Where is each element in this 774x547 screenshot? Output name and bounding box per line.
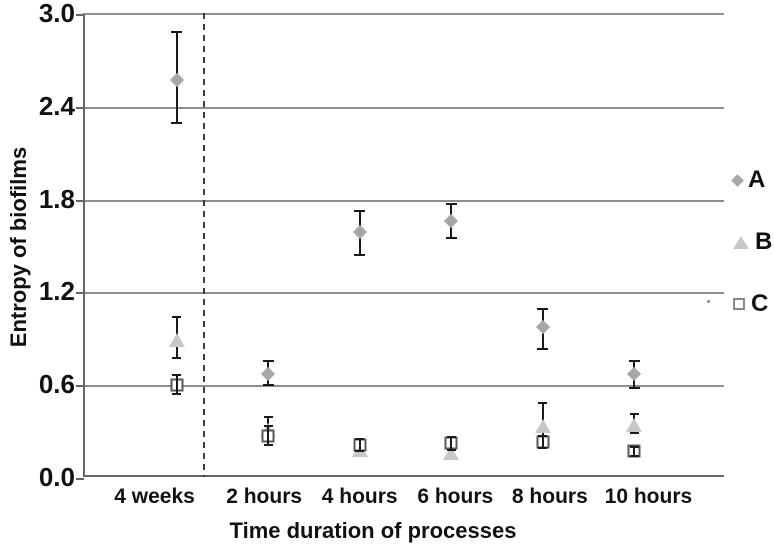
- triangle-marker: [168, 332, 185, 347]
- error-bar-cap: [538, 434, 548, 437]
- error-bar-cap: [628, 360, 640, 363]
- error-bar-cap: [446, 436, 456, 439]
- y-axis-tick: [76, 478, 84, 480]
- gridline: [85, 385, 724, 388]
- error-bar-cap: [446, 448, 456, 451]
- error-bar-cap: [262, 383, 274, 386]
- legend-item-b: B: [733, 227, 774, 257]
- error-bar-cap: [171, 122, 183, 125]
- error-bar-cap: [262, 360, 274, 363]
- stray-mark: [707, 300, 710, 303]
- gridline: [85, 106, 724, 109]
- error-bar-cap: [537, 307, 549, 310]
- error-bar: [633, 446, 636, 456]
- plot-area: [76, 13, 724, 480]
- error-bar-cap: [355, 450, 365, 453]
- error-bar-cap: [537, 348, 549, 351]
- error-bar-cap: [355, 437, 365, 440]
- error-bar-cap: [629, 454, 639, 457]
- legend-label: C: [751, 290, 769, 317]
- error-bar-cap: [172, 315, 182, 318]
- y-axis-tick: [76, 14, 84, 16]
- error-bar-cap: [172, 357, 182, 360]
- y-axis-tick: [76, 106, 84, 109]
- error-bar-cap: [263, 416, 273, 419]
- error-bar: [541, 435, 544, 449]
- error-bar-cap: [354, 210, 366, 213]
- legend-item-a: A: [731, 165, 774, 195]
- legend-item-c: C: [733, 289, 774, 319]
- x-tick-label: 2 hours: [226, 485, 303, 508]
- gridline: [85, 292, 724, 295]
- error-bar-cap: [354, 253, 366, 256]
- x-tick-label: 10 hours: [604, 485, 693, 508]
- error-bar-cap: [171, 31, 183, 33]
- error-bar-cap: [263, 425, 273, 428]
- x-tick-label: 8 hours: [511, 485, 588, 508]
- error-bar: [267, 426, 270, 445]
- error-bar-cap: [538, 447, 548, 450]
- error-bar: [358, 438, 361, 452]
- error-bar-cap: [629, 413, 639, 416]
- x-tick-label: 4 hours: [321, 485, 398, 508]
- diamond-marker: [444, 213, 459, 228]
- diamond-marker: [352, 224, 367, 239]
- error-bar: [450, 437, 453, 450]
- error-bar: [175, 375, 178, 394]
- diamond-marker: [535, 320, 550, 335]
- error-bar-cap: [172, 392, 182, 395]
- y-tick-label: 0.6: [38, 369, 75, 400]
- diamond-marker: [261, 366, 276, 381]
- legend-label: A: [748, 166, 766, 193]
- x-tick-label: 6 hours: [417, 485, 494, 508]
- triangle-marker: [626, 417, 643, 432]
- gridline: [85, 199, 724, 202]
- y-tick-label: 2.4: [38, 90, 75, 121]
- y-tick-label: 1.8: [38, 183, 75, 214]
- error-bar-cap: [628, 386, 640, 389]
- legend-label: B: [755, 228, 773, 255]
- y-axis-title: Entropy of biofilms: [6, 146, 31, 348]
- y-tick-label: 0.0: [38, 462, 75, 492]
- y-axis-tick: [76, 385, 84, 388]
- error-bar-cap: [629, 431, 639, 434]
- y-tick-label: 1.2: [38, 276, 75, 307]
- y-tick-label: 3.0: [38, 0, 75, 28]
- x-tick-label: 4 weeks: [114, 485, 195, 508]
- legend-square-icon: [733, 298, 745, 310]
- error-bar-cap: [445, 236, 457, 239]
- legend-triangle-icon: [733, 235, 749, 249]
- x-axis-title: Time duration of processes: [229, 518, 517, 543]
- error-bar-cap: [172, 374, 182, 377]
- error-bar-cap: [629, 445, 639, 448]
- error-bar-cap: [445, 202, 457, 205]
- section-separator-dashed-line: [203, 13, 205, 477]
- error-bar-cap: [538, 402, 548, 405]
- legend-diamond-icon: [731, 173, 744, 187]
- error-bar-cap: [263, 443, 273, 446]
- diamond-marker: [169, 72, 184, 88]
- diamond-marker: [627, 366, 642, 381]
- y-axis-tick: [76, 199, 84, 202]
- y-axis-tick: [76, 292, 84, 295]
- triangle-marker: [534, 419, 551, 434]
